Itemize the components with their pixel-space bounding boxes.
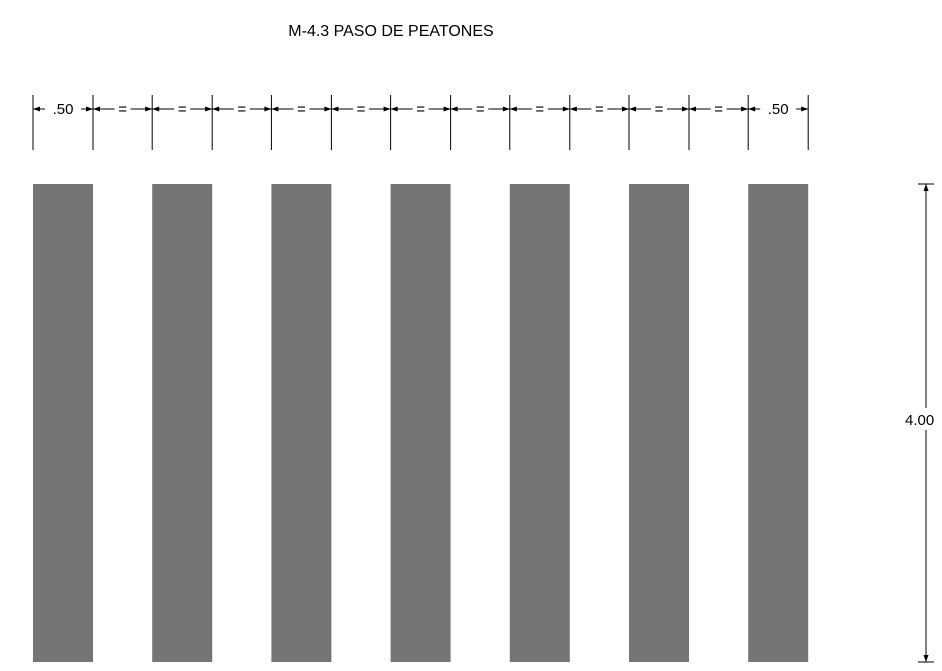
- spacing-dimension-label: =: [655, 101, 664, 118]
- spacing-dimension-label: =: [297, 101, 306, 118]
- spacing-dimension-label: =: [178, 101, 187, 118]
- arrowhead: [741, 106, 749, 112]
- arrowhead: [271, 106, 279, 112]
- spacing-dimension-label: =: [476, 101, 485, 118]
- arrowhead: [152, 106, 160, 112]
- stripe: [271, 184, 332, 662]
- spacing-dimension-label: =: [535, 101, 544, 118]
- arrowhead: [33, 106, 40, 112]
- arrowhead: [801, 106, 809, 112]
- arrowhead: [212, 106, 220, 112]
- arrowhead: [383, 106, 391, 112]
- stripe: [509, 184, 570, 662]
- stripe: [748, 184, 809, 662]
- arrowhead: [562, 106, 570, 112]
- arrowhead: [923, 184, 929, 191]
- top-dimension-chain: .50 = = = = = = = = = = = .50: [32, 95, 809, 150]
- arrowhead: [748, 106, 756, 112]
- stripe: [629, 184, 689, 662]
- height-dimension: 4.00: [902, 183, 942, 663]
- spacing-dimension-label: =: [357, 101, 366, 118]
- arrowhead: [443, 106, 451, 112]
- spacing-dimension-label: =: [416, 101, 425, 118]
- arrowhead: [93, 106, 100, 112]
- arrowhead: [450, 106, 458, 112]
- arrowhead: [923, 655, 929, 662]
- crosswalk-stripes: [33, 184, 809, 662]
- arrowhead: [331, 106, 339, 112]
- arrowhead: [502, 106, 510, 112]
- arrowhead: [86, 106, 93, 112]
- stripe: [33, 184, 93, 662]
- arrowhead: [390, 106, 398, 112]
- drawing-title: M-4.3 PASO DE PEATONES: [288, 23, 493, 40]
- spacing-dimension-label: =: [118, 101, 127, 118]
- arrowhead: [682, 106, 689, 112]
- arrowhead: [324, 106, 332, 112]
- spacing-dimension-label: =: [237, 101, 246, 118]
- stripe: [152, 184, 213, 662]
- spacing-dimension-label: =: [714, 101, 723, 118]
- arrowhead: [145, 106, 153, 112]
- label-background: [902, 408, 942, 430]
- arrowhead: [622, 106, 629, 112]
- arrowhead: [264, 106, 272, 112]
- edge-dimension-label: .50: [768, 101, 789, 118]
- spacing-dimension-label: =: [595, 101, 604, 118]
- arrowhead: [569, 106, 577, 112]
- arrowhead: [689, 106, 696, 112]
- arrowhead: [509, 106, 517, 112]
- edge-dimension-label: .50: [53, 101, 74, 118]
- arrowhead: [205, 106, 213, 112]
- height-dimension-label: 4.00: [905, 412, 934, 429]
- arrowhead: [629, 106, 636, 112]
- stripe: [390, 184, 451, 662]
